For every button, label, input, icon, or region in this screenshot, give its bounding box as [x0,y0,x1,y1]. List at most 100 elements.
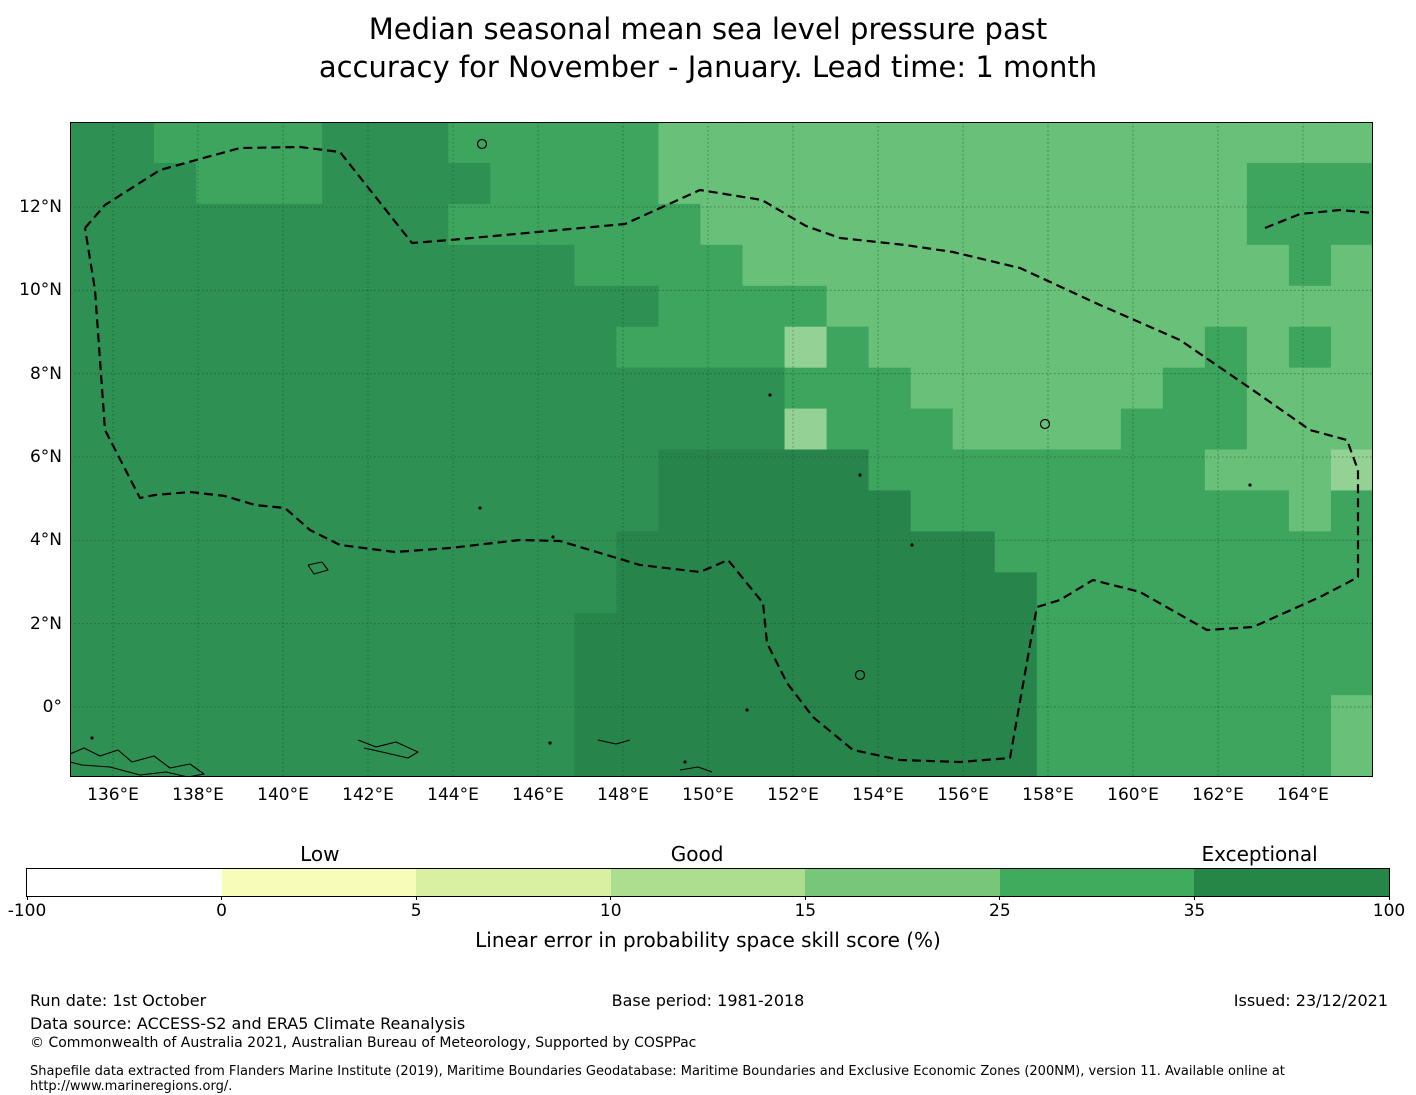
raster-cell [1036,244,1080,287]
raster-cell [1288,326,1332,369]
raster-cell [574,490,618,532]
raster-cell [658,122,702,164]
raster-cell [364,572,407,614]
raster-cell [1162,244,1206,287]
copyright-text: © Commonwealth of Australia 2021, Austra… [30,1035,697,1051]
raster-cell [1036,613,1080,655]
raster-cell [1162,285,1206,328]
raster-cell [784,367,828,410]
raster-cell [532,695,575,737]
raster-cell [280,203,323,246]
colorbar-segment [416,869,611,896]
raster-cell [868,285,912,328]
raster-cell [364,244,407,287]
raster-cell [910,162,954,205]
raster-cell [910,531,954,573]
raster-cell [1288,531,1332,573]
raster-cell [154,531,197,573]
raster-cell [238,326,281,369]
raster-cell [280,613,323,655]
raster-cell [1204,572,1248,614]
raster-cell [1204,736,1248,777]
raster-cell [238,654,281,696]
x-tick-label: 158°E [1022,785,1074,805]
raster-cell [1288,736,1332,777]
raster-cell [1162,654,1206,696]
data-source-text: Data source: ACCESS-S2 and ERA5 Climate … [30,1014,466,1033]
raster-cell [658,244,702,287]
raster-cell [280,326,323,369]
colorbar-axis-label: Linear error in probability space skill … [475,928,941,952]
y-tick-label: 0° [42,697,62,717]
raster-cell [238,203,281,246]
raster-cell [70,408,113,451]
raster-cell [1204,695,1248,737]
raster-cell [280,654,323,696]
raster-cell [406,408,449,451]
colorbar-segment [805,869,1000,896]
colorbar-segment [27,869,222,896]
coastline [597,739,631,745]
raster-cell [616,285,660,328]
atoll-outline [1039,418,1051,430]
raster-cell [616,162,660,205]
colorbar-tick-mark [1388,896,1390,900]
raster-cell [1330,736,1373,777]
raster-cell [238,695,281,737]
raster-cell [1078,695,1122,737]
raster-cell [70,162,113,205]
raster-cell [700,326,744,369]
raster-cell [196,449,239,492]
raster-cell [1204,122,1248,164]
raster-cell [1204,613,1248,655]
raster-cell [1330,367,1373,410]
raster-cell [1162,736,1206,777]
raster-cell [196,490,239,532]
raster-cell [532,408,575,451]
raster-cell [112,654,155,696]
colorbar-tick-label: 10 [599,901,622,921]
raster-cell [490,490,533,532]
raster-cell [574,613,618,655]
raster-cell [532,572,575,614]
raster-cell [658,203,702,246]
raster-cell [784,736,828,777]
raster-cell [910,736,954,777]
raster-cell [112,613,155,655]
raster-cell [196,326,239,369]
raster-cell [994,654,1038,696]
raster-cell [952,449,996,492]
raster-cell [1078,408,1122,451]
raster-cell [700,408,744,451]
raster-cell [490,326,533,369]
raster-cell [1120,736,1164,777]
raster-cell [1246,244,1290,287]
raster-cell [1162,449,1206,492]
raster-cell [1036,572,1080,614]
colorbar-category-label: Good [670,842,724,866]
raster-cell [280,736,323,777]
raster-cell [952,285,996,328]
raster-cell [196,285,239,328]
raster-cell [868,695,912,737]
raster-cell [952,695,996,737]
x-tick-label: 156°E [937,785,989,805]
raster-cell [364,367,407,410]
raster-cell [196,613,239,655]
raster-cell [910,654,954,696]
raster-cell [112,367,155,410]
colorbar-segment [610,869,806,896]
raster-cell [1246,162,1290,205]
raster-cell [238,244,281,287]
raster-cell [238,449,281,492]
raster-cell [616,244,660,287]
raster-cell [1078,613,1122,655]
raster-cell [868,203,912,246]
raster-cell [1120,695,1164,737]
raster-cell [1036,162,1080,205]
raster-cell [616,367,660,410]
raster-cell [742,285,786,328]
raster-cell [700,654,744,696]
colorbar-category-labels: Low Good Exceptional [27,842,1389,866]
chart-title-line1: Median seasonal mean sea level pressure … [368,12,1048,46]
